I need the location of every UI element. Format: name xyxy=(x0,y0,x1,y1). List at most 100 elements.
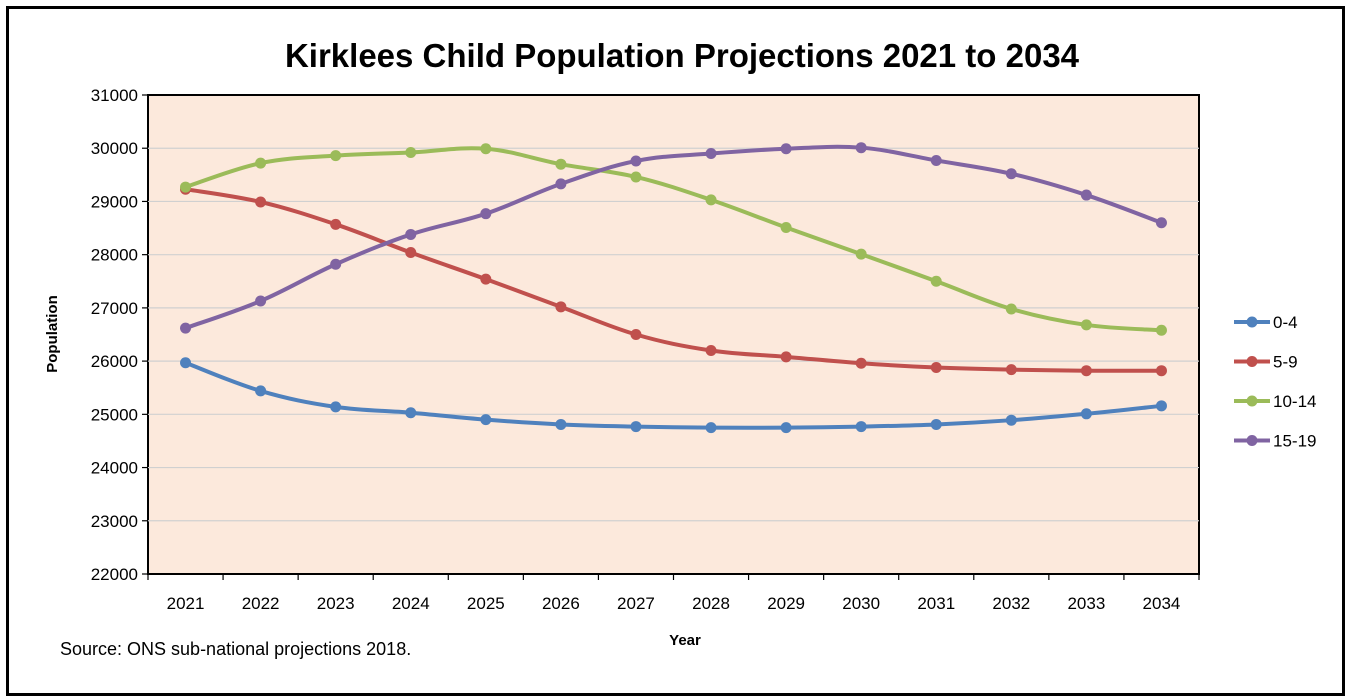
chart-svg: Kirklees Child Population Projections 20… xyxy=(44,37,1316,659)
series-line xyxy=(185,187,1162,373)
data-point xyxy=(780,422,792,434)
data-point xyxy=(1080,365,1092,377)
data-point xyxy=(630,155,642,167)
data-point xyxy=(1005,414,1017,426)
y-tick-label: 26000 xyxy=(91,352,138,371)
gridlines xyxy=(148,147,1199,522)
data-point xyxy=(855,421,867,433)
data-point xyxy=(1155,365,1167,377)
data-point xyxy=(330,150,342,162)
data-point xyxy=(255,295,267,307)
data-point xyxy=(255,196,267,208)
data-point xyxy=(405,247,417,259)
series-15-19 xyxy=(180,142,1167,334)
x-tick-label: 2029 xyxy=(767,594,805,613)
data-point xyxy=(180,322,192,334)
data-point xyxy=(930,154,942,166)
x-tick-label: 2022 xyxy=(242,594,280,613)
legend-label: 10-14 xyxy=(1273,392,1316,411)
data-point xyxy=(705,344,717,356)
data-point xyxy=(705,194,717,206)
chart-title: Kirklees Child Population Projections 20… xyxy=(285,37,1080,74)
legend-marker xyxy=(1246,316,1258,328)
data-point xyxy=(930,418,942,430)
data-point xyxy=(1005,364,1017,376)
x-axis-title: Year xyxy=(669,632,701,649)
data-point xyxy=(480,143,492,155)
y-axis-title: Population xyxy=(44,295,61,373)
data-point xyxy=(1155,400,1167,412)
x-tick-label: 2023 xyxy=(317,594,355,613)
data-point xyxy=(555,301,567,313)
series-line xyxy=(184,146,1162,333)
data-point xyxy=(180,357,192,369)
data-point xyxy=(1080,319,1092,331)
x-tick-label: 2024 xyxy=(392,594,430,613)
legend-item: 0-4 xyxy=(1234,313,1298,332)
data-point xyxy=(480,414,492,426)
data-point xyxy=(930,275,942,287)
data-point xyxy=(405,407,417,419)
series-5-9 xyxy=(180,183,1167,377)
data-point xyxy=(930,361,942,373)
x-tick-label: 2026 xyxy=(542,594,580,613)
data-point xyxy=(1005,168,1017,180)
y-tick-label: 29000 xyxy=(91,192,138,211)
x-tick-label: 2032 xyxy=(992,594,1030,613)
legend-marker xyxy=(1246,435,1258,446)
legend-marker xyxy=(1246,395,1258,407)
y-tick-label: 22000 xyxy=(91,565,138,584)
x-tick-label: 2031 xyxy=(917,594,955,613)
data-point xyxy=(255,385,267,397)
legend-item: 5-9 xyxy=(1234,353,1298,372)
data-point xyxy=(330,258,342,270)
data-point xyxy=(705,422,717,434)
x-tick-label: 2021 xyxy=(167,594,205,613)
y-tick-label: 28000 xyxy=(91,246,138,265)
x-tick-label: 2033 xyxy=(1067,594,1105,613)
data-point xyxy=(555,418,567,430)
legend-item: 10-14 xyxy=(1234,392,1316,411)
legend-item: 15-19 xyxy=(1234,432,1316,451)
data-point xyxy=(705,148,717,160)
series-line xyxy=(184,360,1162,430)
data-point xyxy=(780,143,792,155)
data-point xyxy=(1080,189,1092,201)
data-point xyxy=(1005,303,1017,315)
y-tick-label: 31000 xyxy=(91,86,138,105)
series-layer xyxy=(180,142,1167,434)
data-point xyxy=(480,273,492,285)
legend-label: 0-4 xyxy=(1273,313,1298,332)
y-tick-label: 24000 xyxy=(91,459,138,478)
series-0-4 xyxy=(180,357,1167,434)
data-point xyxy=(780,351,792,363)
x-tick-label: 2027 xyxy=(617,594,655,613)
data-point xyxy=(480,208,492,220)
data-point xyxy=(855,357,867,369)
x-tick-label: 2034 xyxy=(1143,594,1181,613)
series-10-14 xyxy=(180,143,1167,336)
data-point xyxy=(630,329,642,340)
data-point xyxy=(555,158,567,170)
legend-marker xyxy=(1246,356,1258,367)
data-point xyxy=(405,228,417,240)
data-point xyxy=(1080,408,1092,420)
x-tick-label: 2025 xyxy=(467,594,505,613)
data-point xyxy=(330,218,342,230)
x-axis-ticks: 2021 2022 2023 2024 2025 2026 2027 2028 2029 2030… xyxy=(147,574,1200,613)
y-tick-label: 25000 xyxy=(91,405,138,424)
data-point xyxy=(780,222,792,234)
plot-area xyxy=(147,94,1200,575)
data-point xyxy=(630,171,642,183)
data-point xyxy=(405,146,417,158)
data-point xyxy=(555,178,567,190)
data-point xyxy=(255,157,267,169)
data-point xyxy=(1155,217,1167,229)
source-note: Source: ONS sub-national projections 201… xyxy=(60,639,411,659)
data-point xyxy=(180,181,192,193)
y-axis-ticks: 22000 23000 24000 25000 26000 27000 28000 29000… xyxy=(91,86,148,584)
data-point xyxy=(855,248,867,260)
x-tick-label: 2030 xyxy=(842,594,880,613)
legend-label: 5-9 xyxy=(1273,353,1298,372)
legend-label: 15-19 xyxy=(1273,432,1316,451)
